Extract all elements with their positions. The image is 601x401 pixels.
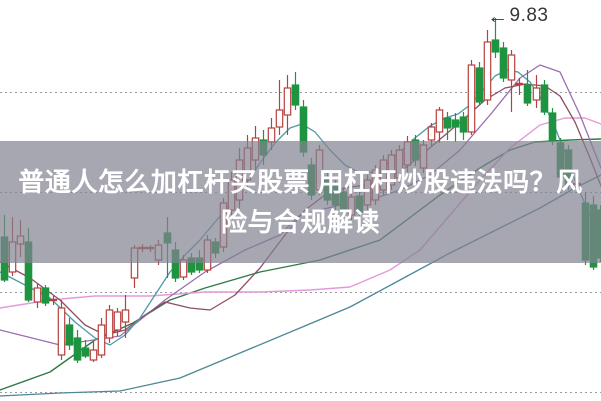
candle: [443, 112, 452, 140]
candle: [459, 112, 468, 140]
candle: [89, 342, 98, 362]
price-annotation: ← 9.83: [487, 5, 548, 27]
candle: [499, 42, 508, 82]
candle: [507, 50, 516, 112]
candle: [97, 318, 106, 358]
candle: [548, 108, 557, 145]
candle: [57, 300, 66, 360]
candle: [475, 62, 484, 105]
candle: [105, 305, 114, 343]
candle: [275, 80, 284, 135]
candle: [483, 30, 492, 105]
candle: [467, 60, 476, 135]
price-annotation-value: 9.83: [509, 5, 549, 26]
candle: [81, 340, 90, 358]
headline-overlay: 普通人怎么加杠杆买股票 用杠杆炒股违法吗？风险与合规解读: [0, 141, 601, 263]
candle: [540, 80, 549, 115]
candle: [291, 72, 300, 110]
candle: [491, 18, 500, 58]
candle: [515, 78, 523, 95]
candle: [451, 113, 460, 142]
candle: [523, 70, 532, 106]
candle: [33, 283, 42, 308]
candle: [283, 75, 292, 135]
candle: [435, 107, 444, 143]
candle: [532, 75, 541, 108]
candle: [73, 330, 82, 363]
candle: [113, 308, 122, 336]
candle: [65, 318, 74, 350]
candle: [49, 296, 57, 305]
headline-text: 普通人怎么加杠杆买股票 用杠杆炒股违法吗？风险与合规解读: [18, 167, 583, 237]
left-arrow-icon: ←: [487, 4, 509, 28]
ma-line-pink: [0, 117, 601, 309]
candle: [41, 285, 50, 306]
candle: [121, 295, 130, 338]
